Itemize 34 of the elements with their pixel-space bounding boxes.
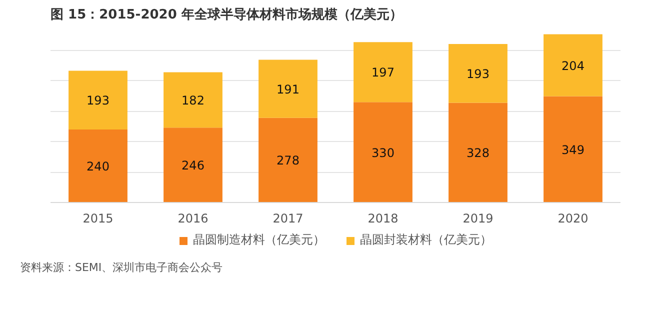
data-label: 330 <box>372 146 394 160</box>
data-label: 349 <box>562 142 584 157</box>
bar <box>448 44 508 103</box>
bar <box>164 72 222 128</box>
data-label: 328 <box>466 146 490 160</box>
data-label: 278 <box>276 154 300 168</box>
chart-title: 图 15：2015-2020 年全球半导体材料市场规模（亿美元） <box>50 6 402 22</box>
x-tick-label: 2017 <box>272 212 304 226</box>
x-tick-label: 2020 <box>558 212 588 226</box>
data-label: 204 <box>562 58 584 73</box>
bar <box>354 102 412 202</box>
x-tick-label: 2018 <box>368 212 398 226</box>
x-tick-label: 2019 <box>462 212 494 226</box>
data-label: 240 <box>86 159 110 174</box>
bar <box>544 34 602 96</box>
data-label: 193 <box>86 94 110 108</box>
bar <box>164 128 222 202</box>
bar <box>68 70 128 130</box>
bar <box>258 118 318 202</box>
bar <box>448 102 508 202</box>
text: 资料来源：SEMI、深圳市电子商会公众号 <box>20 260 223 276</box>
x-tick-label: 2016 <box>178 212 208 226</box>
legend-label: 晶圆封装材料（亿美元） <box>360 232 492 248</box>
bar <box>544 96 602 202</box>
x-tick-label: 2015 <box>82 212 114 226</box>
bar <box>258 60 318 118</box>
data-label: 182 <box>182 93 204 108</box>
data-label: 191 <box>276 82 300 96</box>
bar <box>68 129 128 202</box>
bar <box>354 42 412 102</box>
data-label: 197 <box>372 66 394 80</box>
legend-label: 晶圆制造材料（亿美元） <box>193 232 325 248</box>
data-label: 193 <box>466 66 490 81</box>
data-label: 246 <box>182 158 204 173</box>
